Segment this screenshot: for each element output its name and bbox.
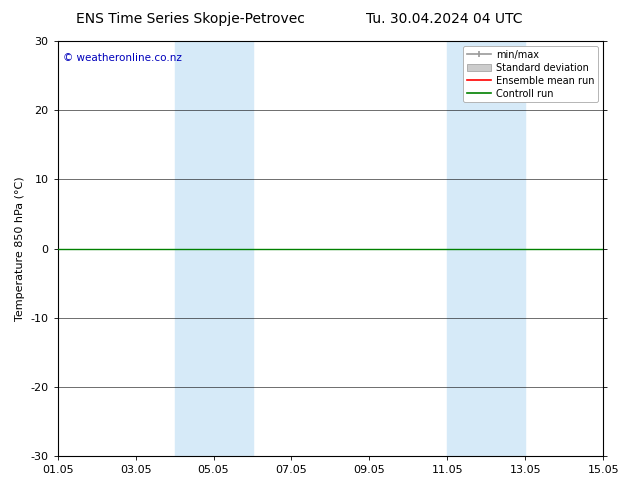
Text: ENS Time Series Skopje-Petrovec: ENS Time Series Skopje-Petrovec xyxy=(75,12,305,26)
Bar xyxy=(174,41,252,456)
Legend: min/max, Standard deviation, Ensemble mean run, Controll run: min/max, Standard deviation, Ensemble me… xyxy=(463,46,598,102)
Text: © weatheronline.co.nz: © weatheronline.co.nz xyxy=(63,53,182,64)
Y-axis label: Temperature 850 hPa (°C): Temperature 850 hPa (°C) xyxy=(15,176,25,321)
Bar xyxy=(448,41,525,456)
Text: Tu. 30.04.2024 04 UTC: Tu. 30.04.2024 04 UTC xyxy=(366,12,522,26)
